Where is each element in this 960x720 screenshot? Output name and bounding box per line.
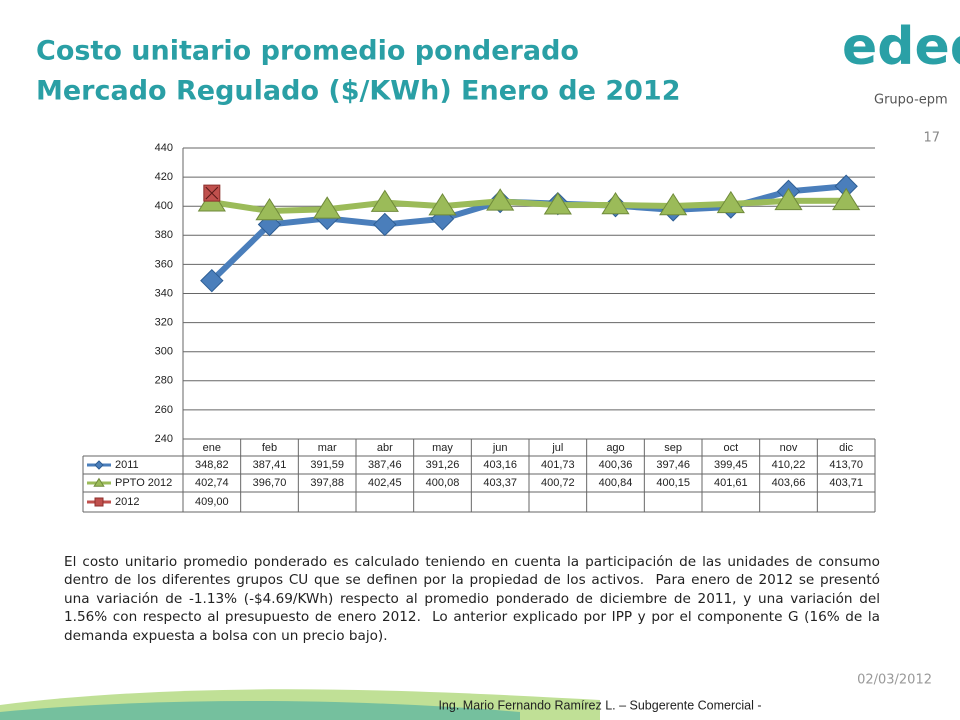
x-tick-label: ago [606, 442, 624, 454]
marker [94, 460, 104, 470]
table-value: 403,16 [483, 459, 517, 471]
x-tick-label: feb [262, 442, 277, 454]
series-line [211, 197, 847, 215]
table-value: 403,71 [829, 477, 863, 489]
marker [94, 497, 104, 507]
table-value: 409,00 [195, 496, 229, 508]
page-number: 17 [923, 131, 940, 146]
y-tick-label: 280 [155, 375, 173, 387]
decor-swoosh [0, 701, 520, 720]
legend-label: 2011 [115, 459, 139, 471]
table-value: 391,59 [310, 459, 344, 471]
y-tick-label: 320 [155, 317, 173, 329]
marker [313, 196, 342, 219]
table-value: 402,74 [195, 477, 229, 489]
x-tick-label: jun [492, 442, 508, 454]
marker [543, 192, 572, 215]
marker [601, 191, 630, 215]
marker [716, 190, 745, 214]
y-tick-label: 300 [155, 346, 173, 358]
x-tick-label: mar [318, 442, 337, 454]
table-value: 391,26 [426, 459, 460, 471]
legend-label: 2012 [115, 496, 139, 508]
table-value: 403,37 [483, 477, 517, 489]
table-value: 399,45 [714, 459, 748, 471]
title: Costo unitario promedio ponderado [36, 36, 579, 67]
table-value: 348,82 [195, 459, 229, 471]
footer-author: Ing. Mario Fernando Ramírez L. – Subgere… [438, 698, 761, 712]
marker [659, 192, 688, 216]
legend-label: PPTO 2012 [115, 477, 172, 489]
logo-group: Grupo-epm [874, 93, 948, 108]
logo: edeq [842, 17, 960, 77]
table-value: 400,15 [656, 477, 690, 489]
table-value: 401,73 [541, 459, 575, 471]
table-value: 400,72 [541, 477, 575, 489]
y-tick-label: 340 [155, 287, 173, 299]
table-value: 400,08 [426, 477, 460, 489]
marker [428, 193, 457, 216]
marker [486, 188, 515, 211]
marker [255, 197, 284, 221]
title: Mercado Regulado ($/KWh) Enero de 2012 [36, 76, 680, 107]
table-value: 387,41 [253, 459, 287, 471]
table-value: 413,70 [829, 459, 863, 471]
table-value: 396,70 [253, 477, 287, 489]
marker [200, 268, 224, 293]
table-value: 403,66 [772, 477, 806, 489]
y-tick-label: 260 [155, 404, 173, 416]
marker [774, 187, 803, 211]
x-tick-label: sep [664, 442, 682, 454]
table-value: 410,22 [772, 459, 806, 471]
y-tick-label: 240 [155, 433, 173, 445]
marker [370, 189, 399, 212]
x-tick-label: dic [839, 442, 854, 454]
table-value: 397,88 [310, 477, 344, 489]
date: 02/03/2012 [857, 673, 932, 688]
y-tick-label: 420 [155, 171, 173, 183]
description: El costo unitario promedio ponderado es … [64, 554, 885, 644]
table-value: 400,84 [599, 477, 633, 489]
x-tick-label: jul [551, 442, 563, 454]
table-value: 402,45 [368, 477, 402, 489]
x-tick-label: abr [377, 442, 393, 454]
marker [373, 212, 397, 237]
y-tick-label: 440 [155, 142, 173, 154]
x-tick-label: oct [723, 442, 738, 454]
marker [832, 187, 861, 211]
x-tick-label: may [432, 442, 453, 454]
marker [93, 477, 105, 487]
table-value: 400,36 [599, 459, 633, 471]
table-value: 401,61 [714, 477, 748, 489]
y-tick-label: 380 [155, 229, 173, 241]
marker [257, 212, 282, 237]
x-tick-label: ene [203, 442, 221, 454]
y-tick-label: 360 [155, 258, 173, 270]
table-value: 397,46 [656, 459, 690, 471]
y-tick-label: 400 [155, 200, 173, 212]
marker-cross [205, 186, 219, 200]
x-tick-label: nov [780, 442, 798, 454]
table-value: 387,46 [368, 459, 402, 471]
